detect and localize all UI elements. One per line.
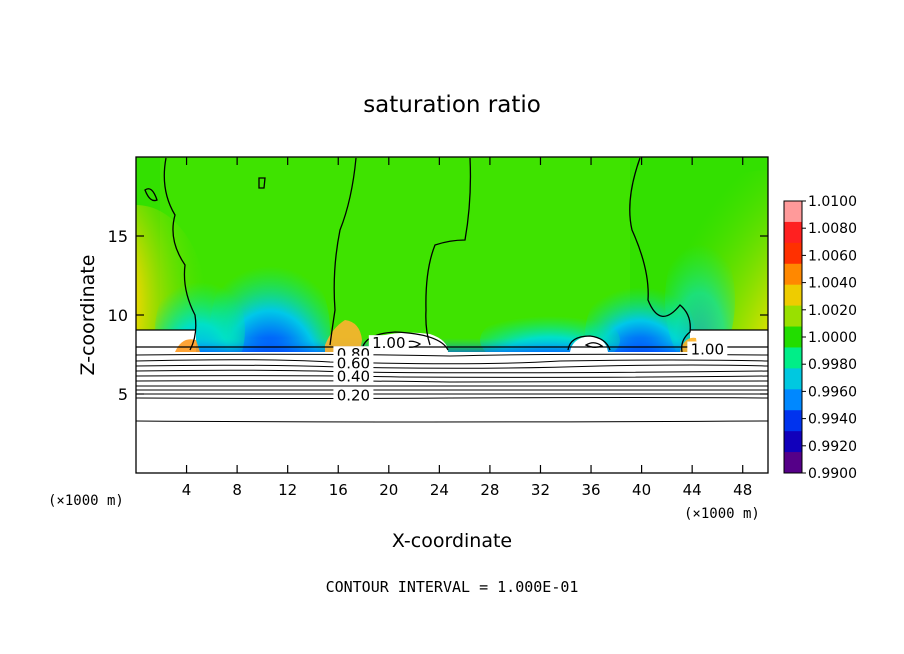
contour-labels: 0.800.600.400.201.00 1.00 [333,334,728,404]
contour-patch-right [567,335,611,351]
colorbar-swatch [784,263,802,286]
colorbar-label: 0.9920 [808,439,857,455]
colorbar-label: 1.0060 [808,248,857,264]
x-tick-label: 20 [379,481,398,499]
plot-area: 0.800.600.400.201.00 1.00 [136,157,768,473]
x-tick-label: 40 [632,481,651,499]
contour-unity-center-right [425,157,472,346]
colorbar-swatch [784,326,802,348]
contour-label-bg [333,355,374,371]
y-axis-label: Z-coordinate [77,255,99,376]
contour-0.80 [136,369,768,374]
footer-contour-interval: CONTOUR INTERVAL = 1.000E-01 [326,578,579,596]
x-axis-ticks: 4 8 12 16 20 24 28 32 36 40 44 48 [182,157,752,499]
colorbar-swatch [784,221,802,244]
colorbar-swatch [784,305,802,328]
colorbar-label: 0.9900 [808,466,857,482]
contours-lower [136,353,768,423]
contour-patch-mid [361,331,449,351]
contour-unity-center [329,157,357,346]
colorbar-swatch [784,389,802,411]
contour-label-bg [333,368,374,384]
contour-unity-left [163,157,197,351]
colorbar-label: 0.9980 [808,357,857,373]
contour-0.20 [136,397,768,399]
contour-0.85 [136,364,768,369]
x-tick-label: 12 [278,481,297,499]
x-tick-label: 36 [581,481,600,499]
contour-label: 1.00 [691,341,724,359]
x-tick-label: 48 [733,481,752,499]
colorbar-swatch [784,201,802,223]
contour-0.70 [136,375,768,378]
colorbar-swatch [784,368,802,390]
contour-label: 0.60 [337,355,370,373]
x-tick-label: 32 [531,481,550,499]
x-tick-label: 4 [182,481,192,499]
x-tick-label: 44 [683,481,702,499]
y-tick-label: 5 [118,385,128,404]
contour-label-bg [368,335,409,351]
chart-title: saturation ratio [363,92,541,118]
x-tick-label: 16 [329,481,348,499]
orange-fringe-mid [325,320,362,352]
colorbar-label: 0.9960 [808,384,857,400]
colorbar-label: 1.0080 [808,221,857,237]
colorbar-swatch [784,242,802,265]
colorbar-swatch [784,347,802,369]
contour-label: 0.40 [337,367,370,385]
contour-label: 0.20 [337,386,370,404]
x-tick-label: 24 [430,481,449,499]
x-axis-label: X-coordinate [392,530,512,552]
contour-0.60 [136,380,768,383]
colorbar-swatch [784,410,802,432]
contour-unity-right [629,157,691,353]
colorbar-swatch [784,284,802,307]
x-tick-label: 8 [232,481,242,499]
colorbar-label: 1.0040 [808,276,857,292]
contour-island-1 [144,188,158,202]
contour-0.10 [136,420,768,423]
contour-island-2 [258,177,266,189]
colorbar-label: 0.9940 [808,412,857,428]
colorbar-label: 1.0020 [808,303,857,319]
contour-0.95 [136,353,768,357]
y-tick-label: 10 [108,306,128,325]
colorbar-swatch [784,452,802,474]
contours-unity [136,157,768,353]
y-axis-ticks: 5 10 15 [108,227,768,404]
contour-label-bg [333,387,374,403]
x-tick-label: 28 [480,481,499,499]
colorbar-label: 1.0000 [808,330,857,346]
x-unit-right: (×1000 m) [684,506,760,522]
contour-0.40 [136,389,768,391]
x-unit-left: (×1000 m) [48,493,124,509]
contour-label-bg [687,341,728,357]
contour-0.30 [136,393,768,395]
y-tick-label: 15 [108,227,128,246]
contour-label: 1.00 [372,334,405,352]
colorbar-swatch [784,431,802,453]
contour-0.90 [136,359,768,365]
colorbar: 1.0100 1.0080 1.0060 1.0040 1.0020 1.0000 0.99… [783,194,857,482]
colorbar-label: 1.0100 [808,194,857,210]
